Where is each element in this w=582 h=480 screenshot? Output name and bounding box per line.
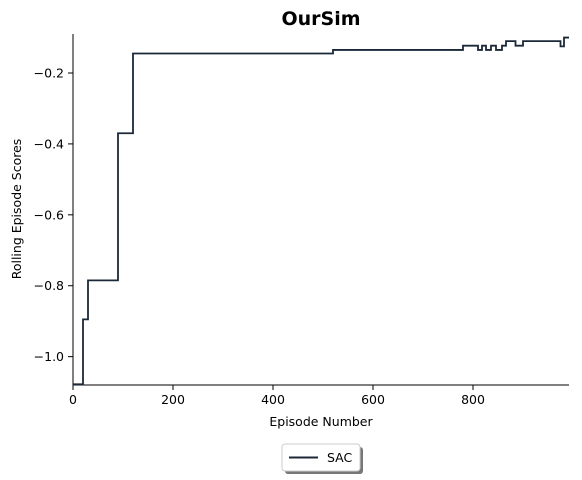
chart-title: OurSim	[281, 8, 360, 30]
y-axis-ticks: −1.0 −0.8 −0.6 −0.4 −0.2	[34, 66, 73, 364]
y-tick-label: −1.0	[34, 349, 64, 364]
series-line-sac	[73, 36, 569, 386]
x-tick-label: 400	[261, 392, 285, 407]
y-tick-label: −0.2	[34, 66, 64, 81]
x-tick-label: 800	[461, 392, 485, 407]
plot-area: 0 200 400 600 800 −1.0 −0.8 −0.6 −0.4 −0.2	[34, 34, 569, 407]
x-tick-label: 0	[69, 392, 77, 407]
x-tick-label: 200	[161, 392, 185, 407]
x-axis-ticks: 0 200 400 600 800	[69, 385, 485, 407]
legend-label-sac: SAC	[327, 450, 352, 465]
y-tick-label: −0.6	[34, 207, 64, 222]
y-axis-label: Rolling Episode Scores	[9, 139, 24, 280]
y-tick-label: −0.8	[34, 278, 64, 293]
legend-box	[281, 443, 361, 472]
legend: SAC	[281, 443, 363, 474]
x-axis-label: Episode Number	[269, 414, 373, 429]
series-layer	[73, 36, 569, 386]
y-tick-label: −0.4	[34, 136, 64, 151]
x-tick-label: 600	[361, 392, 385, 407]
